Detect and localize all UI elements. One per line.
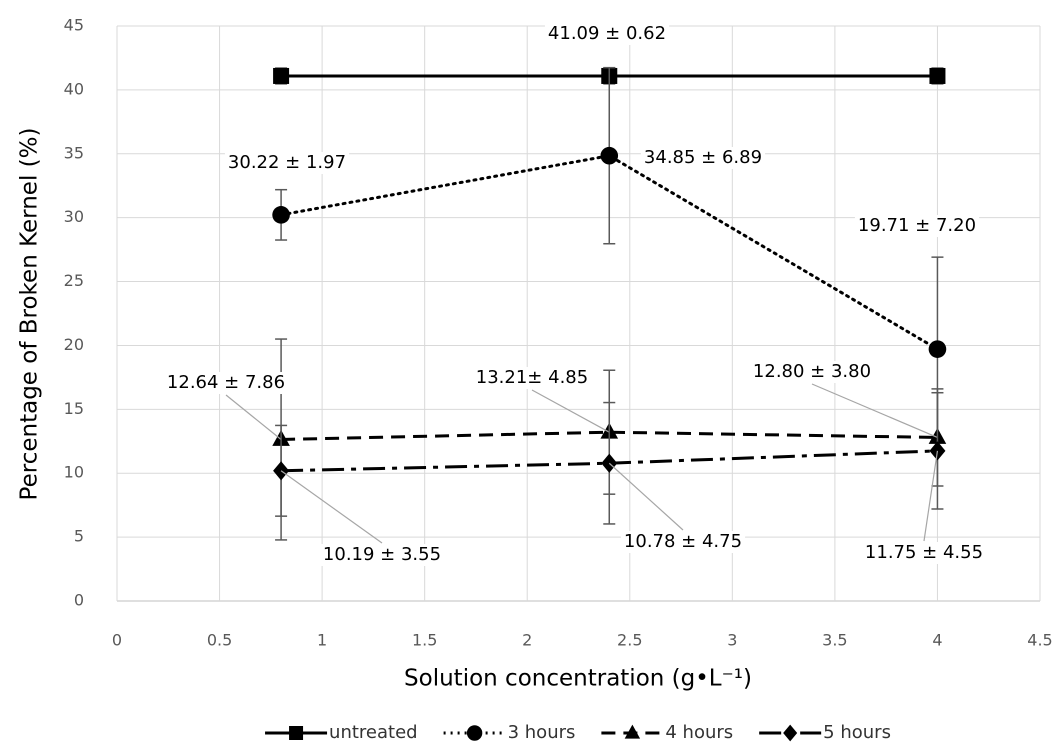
x-tick-label: 0 [112,631,122,650]
x-tick-label: 3.5 [822,631,847,650]
marker [600,147,618,165]
x-tick-label: 4 [932,631,942,650]
marker [273,68,289,84]
marker [929,68,945,84]
y-tick-label: 45 [64,16,84,35]
x-tick-label: 2 [522,631,532,650]
leader-line [812,384,937,437]
leader-line [281,471,382,543]
x-axis-title: Solution concentration (g•L⁻¹) [404,666,752,692]
y-tick-label: 40 [64,79,84,98]
y-tick-label: 15 [64,399,84,418]
legend-label: untreated [329,722,418,743]
value-label: 10.19 ± 3.55 [323,544,441,565]
value-label: 13.21± 4.85 [476,367,588,388]
value-label: 12.80 ± 3.80 [753,361,871,382]
legend: untreated 3 hours 4 hours 5 hours [265,722,891,743]
y-tick-label: 0 [74,591,84,610]
marker [929,340,947,358]
marker [467,725,482,740]
x-tick-label: 1 [317,631,327,650]
marker [289,726,303,740]
value-label: 10.78 ± 4.75 [624,531,742,552]
legend-label: 5 hours [823,722,891,743]
leader-line [226,395,281,439]
legend-label: 4 hours [665,722,733,743]
value-label: 41.09 ± 0.62 [548,23,666,44]
x-tick-label: 1.5 [412,631,437,650]
x-tick-label: 0.5 [207,631,232,650]
x-tick-label: 3 [727,631,737,650]
y-tick-label: 20 [64,335,84,354]
y-tick-label: 5 [74,527,84,546]
value-label: 30.22 ± 1.97 [228,152,346,173]
value-label: 12.64 ± 7.86 [167,372,285,393]
leader-line [924,451,937,541]
marker [272,206,290,224]
value-label: 19.71 ± 7.20 [858,215,976,236]
x-tick-label: 2.5 [617,631,642,650]
value-label: 11.75 ± 4.55 [865,542,983,563]
x-tick-label: 4.5 [1027,631,1052,650]
value-label: 34.85 ± 6.89 [644,147,762,168]
y-tick-label: 25 [64,271,84,290]
chart: Percentage of Broken Kernel (%) Solution… [0,0,1055,748]
legend-label: 3 hours [508,722,576,743]
y-axis-title: Percentage of Broken Kernel (%) [17,128,43,501]
marker [783,725,797,742]
y-tick-label: 35 [64,143,84,162]
y-tick-label: 10 [64,463,84,482]
leader-line [532,390,609,432]
y-tick-label: 30 [64,207,84,226]
